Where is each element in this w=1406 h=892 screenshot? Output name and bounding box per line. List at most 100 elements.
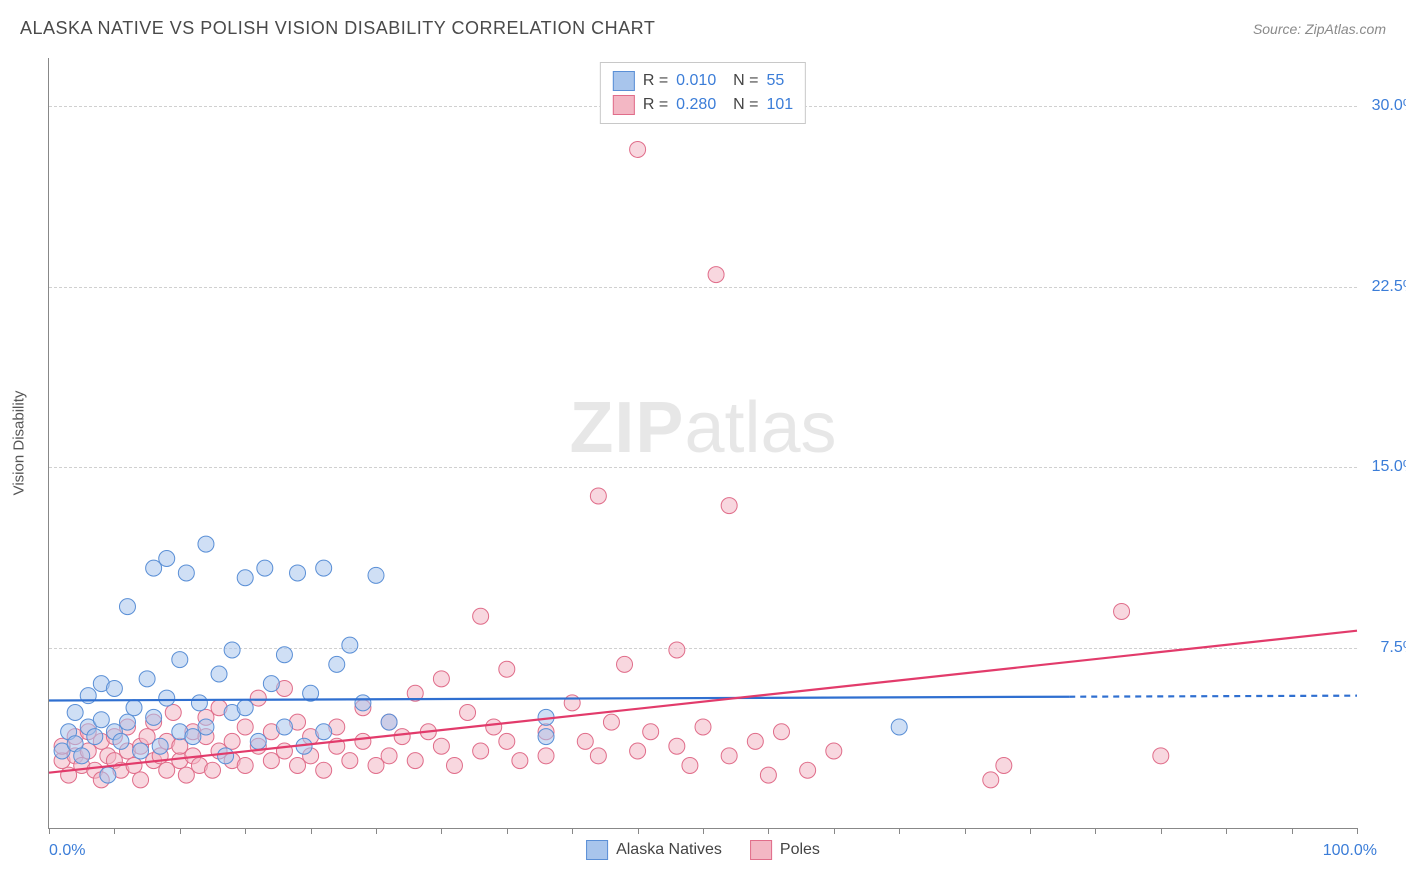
- data-point-alaska: [191, 695, 207, 711]
- data-point-poles: [996, 757, 1012, 773]
- data-point-poles: [643, 724, 659, 740]
- data-point-poles: [603, 714, 619, 730]
- x-tick: [703, 828, 704, 834]
- x-tick: [899, 828, 900, 834]
- x-tick: [1357, 828, 1358, 834]
- legend-row-alaska: R = 0.010 N = 55: [613, 69, 793, 93]
- data-point-poles: [237, 719, 253, 735]
- data-point-poles: [316, 762, 332, 778]
- x-tick: [965, 828, 966, 834]
- legend-label-poles: Poles: [780, 841, 820, 859]
- data-point-alaska: [198, 719, 214, 735]
- legend-row-poles: R = 0.280 N = 101: [613, 93, 793, 117]
- data-point-alaska: [67, 705, 83, 721]
- data-point-poles: [682, 757, 698, 773]
- data-point-alaska: [159, 690, 175, 706]
- x-tick: [1226, 828, 1227, 834]
- data-point-poles: [446, 757, 462, 773]
- data-point-alaska: [891, 719, 907, 735]
- r-value-poles: 0.280: [676, 93, 716, 117]
- swatch-alaska-bottom: [586, 840, 608, 860]
- data-point-poles: [538, 748, 554, 764]
- data-point-alaska: [211, 666, 227, 682]
- data-point-poles: [760, 767, 776, 783]
- data-point-alaska: [159, 551, 175, 567]
- data-point-alaska: [329, 656, 345, 672]
- data-point-poles: [512, 753, 528, 769]
- data-point-alaska: [198, 536, 214, 552]
- data-point-poles: [433, 738, 449, 754]
- data-point-poles: [669, 738, 685, 754]
- n-value-alaska: 55: [766, 69, 784, 93]
- data-point-poles: [617, 656, 633, 672]
- data-point-poles: [1114, 603, 1130, 619]
- data-point-poles: [486, 719, 502, 735]
- data-point-poles: [165, 705, 181, 721]
- data-point-poles: [394, 729, 410, 745]
- data-point-alaska: [152, 738, 168, 754]
- y-tick-label: 22.5%: [1362, 278, 1406, 296]
- x-tick: [441, 828, 442, 834]
- data-point-alaska: [316, 560, 332, 576]
- x-axis-min-label: 0.0%: [49, 842, 85, 860]
- data-point-alaska: [263, 676, 279, 692]
- data-point-poles: [460, 705, 476, 721]
- x-tick: [1161, 828, 1162, 834]
- data-point-poles: [433, 671, 449, 687]
- data-point-poles: [630, 141, 646, 157]
- correlation-legend-box: R = 0.010 N = 55 R = 0.280 N = 101: [600, 62, 806, 124]
- scatter-svg: [49, 58, 1357, 828]
- data-point-alaska: [224, 642, 240, 658]
- data-point-poles: [224, 733, 240, 749]
- data-point-poles: [499, 733, 515, 749]
- swatch-poles-bottom: [750, 840, 772, 860]
- data-point-alaska: [218, 748, 234, 764]
- data-point-alaska: [126, 700, 142, 716]
- data-point-poles: [983, 772, 999, 788]
- x-tick: [180, 828, 181, 834]
- chart-title: ALASKA NATIVE VS POLISH VISION DISABILIT…: [20, 18, 655, 39]
- x-tick: [572, 828, 573, 834]
- data-point-alaska: [276, 647, 292, 663]
- legend-label-alaska: Alaska Natives: [616, 841, 722, 859]
- data-point-poles: [473, 743, 489, 759]
- data-point-poles: [826, 743, 842, 759]
- data-point-alaska: [146, 709, 162, 725]
- data-point-alaska: [316, 724, 332, 740]
- x-tick: [49, 828, 50, 834]
- data-point-alaska: [342, 637, 358, 653]
- data-point-poles: [708, 267, 724, 283]
- x-tick: [507, 828, 508, 834]
- data-point-alaska: [290, 565, 306, 581]
- data-point-alaska: [237, 570, 253, 586]
- x-tick: [245, 828, 246, 834]
- data-point-alaska: [113, 733, 129, 749]
- data-point-alaska: [106, 680, 122, 696]
- n-value-poles: 101: [766, 93, 793, 117]
- data-point-alaska: [133, 743, 149, 759]
- data-point-alaska: [257, 560, 273, 576]
- data-point-poles: [407, 753, 423, 769]
- data-point-poles: [381, 748, 397, 764]
- y-axis-title: Vision Disability: [11, 391, 28, 496]
- data-point-alaska: [87, 729, 103, 745]
- data-point-alaska: [381, 714, 397, 730]
- trend-line: [1069, 696, 1357, 697]
- x-axis-max-label: 100.0%: [1323, 842, 1377, 860]
- data-point-alaska: [276, 719, 292, 735]
- data-point-alaska: [119, 599, 135, 615]
- y-tick-label: 30.0%: [1362, 97, 1406, 115]
- x-tick: [114, 828, 115, 834]
- data-point-alaska: [139, 671, 155, 687]
- x-tick: [1095, 828, 1096, 834]
- data-point-poles: [1153, 748, 1169, 764]
- data-point-poles: [747, 733, 763, 749]
- data-point-alaska: [368, 567, 384, 583]
- x-tick: [376, 828, 377, 834]
- data-point-alaska: [74, 748, 90, 764]
- x-tick: [638, 828, 639, 834]
- data-point-poles: [126, 757, 142, 773]
- data-point-alaska: [172, 652, 188, 668]
- data-point-poles: [630, 743, 646, 759]
- data-point-poles: [237, 757, 253, 773]
